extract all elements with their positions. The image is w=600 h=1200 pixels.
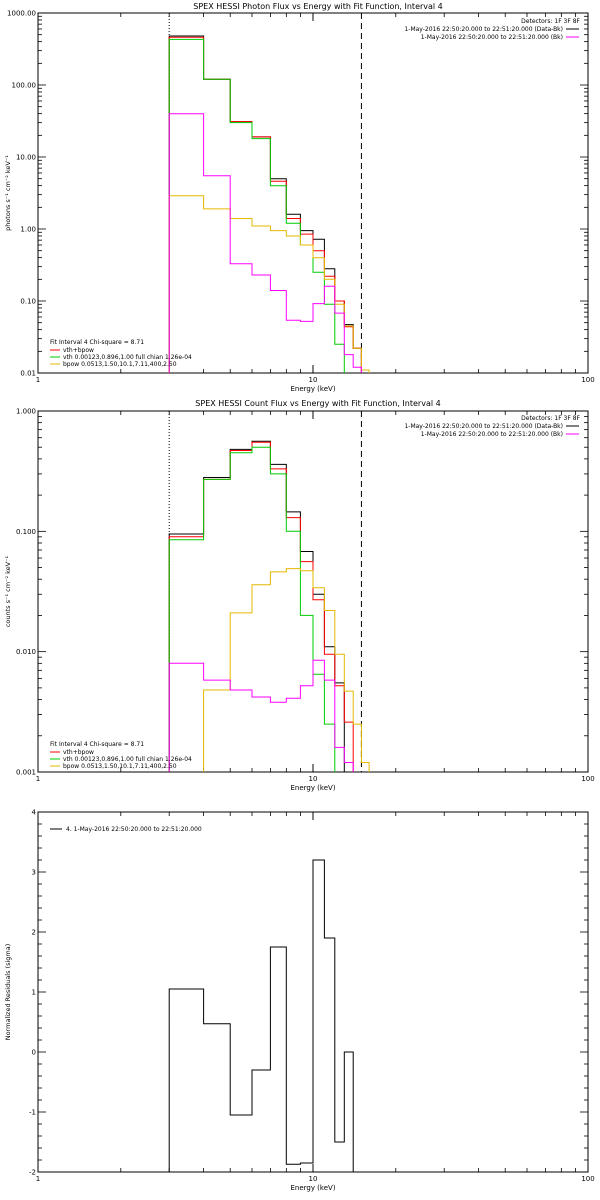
photon-plot-title: SPEX HESSI Photon Flux vs Energy with Fi… xyxy=(193,2,443,11)
series-data-line xyxy=(168,440,345,772)
series-background-line xyxy=(168,113,362,373)
y-axis-label: counts s⁻¹ cm⁻² keV⁻¹ xyxy=(4,555,12,627)
count-legend-total-label: vth+bpow xyxy=(63,749,94,756)
y-tick-label: 0.100 xyxy=(16,528,36,536)
y-tick-label: 10.00 xyxy=(16,154,36,162)
y-tick-label: -1 xyxy=(29,1109,36,1117)
y-tick-label: 0.10 xyxy=(20,298,36,306)
count-legend-data-label: 1-May-2016 22:50:20.000 to 22:51:20.000 … xyxy=(404,423,563,430)
x-axis-label: Energy (keV) xyxy=(290,385,335,393)
series-data-line xyxy=(168,859,354,1172)
x-tick-label: 100 xyxy=(581,376,594,384)
y-tick-label: 1000.00 xyxy=(7,10,36,18)
count-fit-interval-label: Fit Interval 4 Chi-square = 8.71 xyxy=(50,741,144,748)
series-total-line xyxy=(168,441,354,772)
series-vth-line xyxy=(168,446,336,772)
series-data-line xyxy=(168,35,362,373)
count-detectors-label: Detectors: 1F 3F 8F xyxy=(521,415,580,422)
series-background-line xyxy=(168,659,354,772)
photon-detectors-label: Detectors: 1F 3F 8F xyxy=(521,18,580,25)
count-flux-plot: 1 10 100 Energy (keV) 0.001 0.010 0.100 1.000 co… xyxy=(4,408,595,793)
photon-legend-vth-label: vth 0.00123,0.896,1.00 full chian 1.26e-… xyxy=(63,354,192,361)
count-legend-vth-label: vth 0.00123,0.896,1.00 full chian 1.26e-… xyxy=(63,756,192,763)
x-tick-label: 10 xyxy=(309,1175,318,1183)
x-tick-label: 100 xyxy=(581,775,594,783)
photon-legend-bk-label: 1-May-2016 22:50:20.000 to 22:51:20.000 … xyxy=(421,34,563,41)
y-tick-label: 2 xyxy=(32,929,36,937)
photon-fit-interval-label: Fit Interval 4 Chi-square = 8.71 xyxy=(50,339,144,346)
y-axis-label: Normalized Residuals (sigma) xyxy=(4,944,12,1041)
series-bpow-line xyxy=(168,195,370,373)
x-tick-label: 1 xyxy=(36,1175,40,1183)
photon-legend-data-label: 1-May-2016 22:50:20.000 to 22:51:20.000 … xyxy=(404,26,563,33)
x-tick-label: 10 xyxy=(309,376,318,384)
y-tick-label: -2 xyxy=(29,1169,36,1177)
photon-legend-total-label: vth+bpow xyxy=(63,347,94,354)
y-axis-label: photons s⁻¹ cm⁻² keV⁻¹ xyxy=(4,155,12,231)
residuals-plot: 1 10 100 Energy (keV) -2 -1 0 1 2 3 4 Normalized Re… xyxy=(4,809,595,1193)
x-tick-label: 100 xyxy=(581,1175,594,1183)
x-axis-label: Energy (keV) xyxy=(290,1184,335,1192)
y-tick-label: 1.00 xyxy=(20,226,36,234)
series-bpow-line xyxy=(203,568,370,772)
photon-legend-bpow-label: bpow 0.0513,1.50,10.1,7.11,400,2.50 xyxy=(63,361,177,368)
y-tick-label: 0.01 xyxy=(20,370,36,378)
x-tick-label: 10 xyxy=(309,775,318,783)
count-plot-title: SPEX HESSI Count Flux vs Energy with Fit… xyxy=(195,399,440,408)
y-tick-label: 0 xyxy=(32,1049,36,1057)
x-tick-label: 1 xyxy=(36,775,40,783)
photon-flux-plot: 1 10 100 Energy (keV) 0.01 0.10 1.00 10.00 100.0… xyxy=(4,10,595,394)
series-vth-line xyxy=(168,38,345,373)
x-tick-label: 1 xyxy=(36,376,40,384)
y-tick-label: 1.000 xyxy=(16,408,36,416)
count-legend-bpow-label: bpow 0.0513,1.50,10.1,7.11,400,2.50 xyxy=(63,763,177,770)
residual-legend-label: 4. 1-May-2016 22:50:20.000 to 22:51:20.0… xyxy=(66,826,202,833)
y-tick-label: 3 xyxy=(32,869,36,877)
series-total-line xyxy=(168,36,362,373)
y-tick-label: 0.010 xyxy=(16,648,36,656)
y-tick-label: 4 xyxy=(32,809,37,817)
count-legend-bk-label: 1-May-2016 22:50:20.000 to 22:51:20.000 … xyxy=(421,431,563,438)
y-tick-label: 100.00 xyxy=(12,82,37,90)
x-axis-label: Energy (keV) xyxy=(290,784,335,792)
y-tick-label: 0.001 xyxy=(16,769,36,777)
y-tick-label: 1 xyxy=(32,989,36,997)
